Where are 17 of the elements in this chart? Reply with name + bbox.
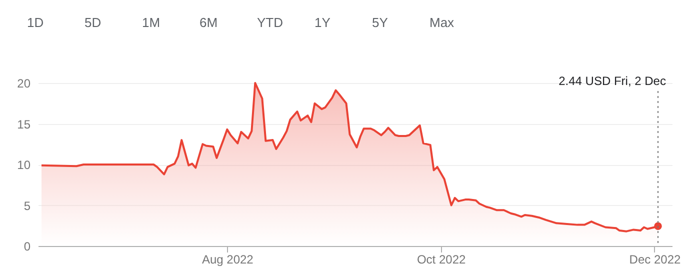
- text: YTD: [257, 15, 283, 30]
- text: 5Y: [372, 15, 388, 30]
- x-tick-label: Aug 2022: [202, 252, 254, 266]
- text: 1Y: [314, 15, 331, 30]
- text: 1D: [27, 15, 44, 30]
- text: 5D: [84, 15, 102, 30]
- y-tick-label: 20: [17, 76, 31, 90]
- y-tick-label: 10: [17, 158, 31, 172]
- text: Max: [430, 15, 455, 30]
- x-tick-label: Dec 2022: [629, 252, 681, 266]
- y-tick-label: 5: [24, 198, 31, 213]
- x-tick-label: Oct 2022: [416, 252, 466, 266]
- ref-line-label: 2.44 USD Fri, 2 Dec: [558, 74, 666, 88]
- text: 1M: [142, 15, 160, 30]
- text: 6M: [200, 15, 218, 30]
- y-tick-label: 0: [24, 240, 31, 254]
- y-tick-label: 15: [17, 117, 31, 132]
